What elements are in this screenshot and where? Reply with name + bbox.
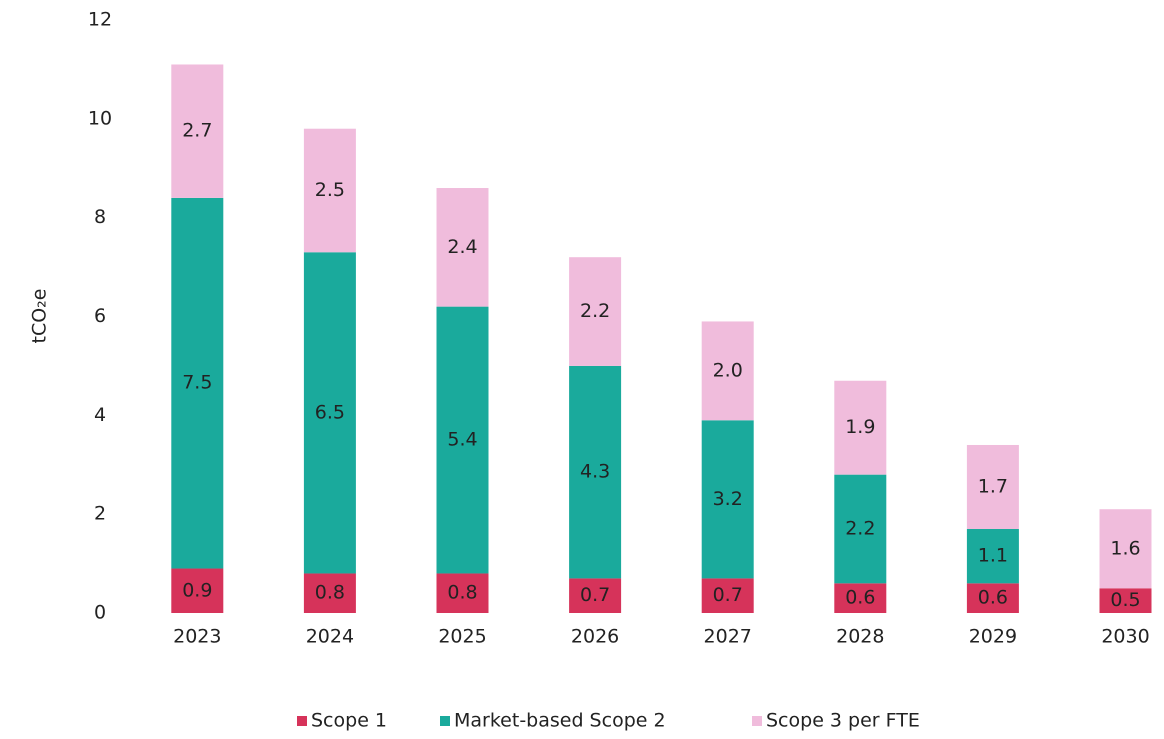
- y-tick-label: 8: [94, 206, 106, 228]
- data-label: 1.1: [978, 545, 1008, 567]
- bar-segment: [701, 321, 754, 421]
- bar-segment: [701, 420, 754, 579]
- bar-segment: [303, 128, 356, 253]
- data-label: 1.9: [845, 416, 875, 438]
- bar-segment: [834, 583, 887, 613]
- x-tick-label: 2024: [306, 626, 354, 648]
- y-tick-label: 12: [88, 9, 112, 31]
- data-label: 3.2: [713, 488, 743, 510]
- x-tick-label: 2027: [704, 626, 752, 648]
- data-label: 6.5: [315, 401, 345, 423]
- legend-label: Market-based Scope 2: [454, 710, 666, 732]
- bar-segment: [436, 306, 489, 574]
- data-label: 0.8: [447, 582, 477, 604]
- x-tick-label: 2030: [1101, 626, 1149, 648]
- x-tick-label: 2029: [969, 626, 1017, 648]
- bar-segment: [436, 188, 489, 307]
- data-label: 0.6: [978, 587, 1008, 609]
- x-tick-label: 2028: [836, 626, 884, 648]
- bar-segment: [834, 474, 887, 584]
- data-label: 2.0: [713, 359, 743, 381]
- data-label: 0.5: [1110, 589, 1140, 611]
- data-label: 4.3: [580, 461, 610, 483]
- y-axis-label: tCO₂e: [29, 289, 51, 344]
- y-tick-label: 0: [94, 602, 106, 624]
- bar-segment: [171, 197, 224, 569]
- data-label: 2.2: [845, 517, 875, 539]
- data-label: 2.2: [580, 300, 610, 322]
- legend-swatch: [752, 716, 762, 726]
- data-label: 0.9: [182, 579, 212, 601]
- data-label: 2.4: [447, 236, 477, 258]
- data-label: 5.4: [447, 429, 477, 451]
- legend-swatch: [440, 716, 450, 726]
- bar-segment: [834, 380, 887, 475]
- data-label: 7.5: [182, 372, 212, 394]
- legend-swatch: [297, 716, 307, 726]
- data-label: 0.7: [580, 584, 610, 606]
- bar-segment: [966, 528, 1019, 584]
- bar-segment: [569, 257, 622, 366]
- bar-segment: [303, 252, 356, 574]
- bar-segment: [569, 365, 622, 579]
- legend-label: Scope 3 per FTE: [766, 710, 920, 732]
- data-label: 1.7: [978, 475, 1008, 497]
- bar-segment: [1099, 588, 1152, 613]
- y-tick-label: 10: [88, 107, 112, 129]
- bar-segment: [569, 578, 622, 613]
- x-tick-label: 2026: [571, 626, 619, 648]
- data-label: 0.8: [315, 582, 345, 604]
- data-label: 2.5: [315, 179, 345, 201]
- legend-label: Scope 1: [311, 710, 387, 732]
- bar-segment: [171, 568, 224, 613]
- y-tick-label: 2: [94, 503, 106, 525]
- x-tick-label: 2025: [438, 626, 486, 648]
- bar-segment: [436, 573, 489, 613]
- data-label: 2.7: [182, 120, 212, 142]
- bar-segment: [303, 573, 356, 613]
- data-label: 1.6: [1110, 537, 1140, 559]
- data-label: 0.7: [713, 584, 743, 606]
- bar-segment: [701, 578, 754, 613]
- y-tick-label: 4: [94, 404, 106, 426]
- bar-segment: [171, 64, 224, 198]
- bar-segment: [966, 444, 1019, 529]
- y-tick-label: 6: [94, 305, 106, 327]
- bar-segment: [966, 583, 1019, 613]
- x-tick-label: 2023: [173, 626, 221, 648]
- data-label: 0.6: [845, 587, 875, 609]
- bar-segment: [1099, 509, 1152, 589]
